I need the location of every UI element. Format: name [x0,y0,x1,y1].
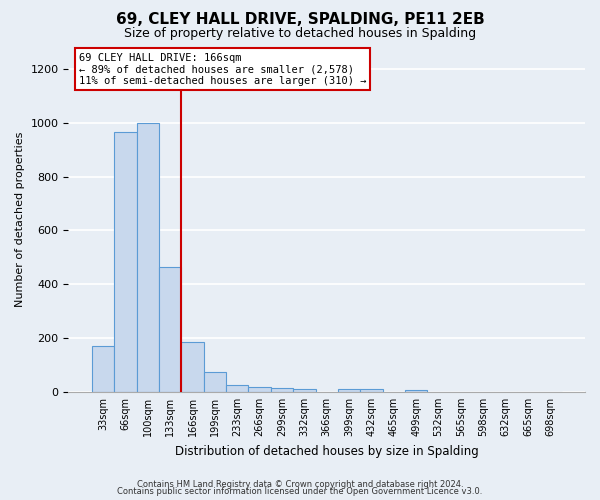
Bar [271,388,293,392]
Text: Size of property relative to detached houses in Spalding: Size of property relative to detached ho… [124,28,476,40]
X-axis label: Distribution of detached houses by size in Spalding: Distribution of detached houses by size … [175,444,479,458]
Bar [92,346,114,392]
Bar [293,388,316,392]
Bar [338,389,360,392]
Text: 69 CLEY HALL DRIVE: 166sqm
← 89% of detached houses are smaller (2,578)
11% of s: 69 CLEY HALL DRIVE: 166sqm ← 89% of deta… [79,52,366,86]
Bar [114,132,137,392]
Y-axis label: Number of detached properties: Number of detached properties [15,132,25,308]
Bar [204,372,226,392]
Bar [159,267,181,392]
Bar [405,390,427,392]
Text: Contains public sector information licensed under the Open Government Licence v3: Contains public sector information licen… [118,487,482,496]
Bar [137,123,159,392]
Text: 69, CLEY HALL DRIVE, SPALDING, PE11 2EB: 69, CLEY HALL DRIVE, SPALDING, PE11 2EB [116,12,484,28]
Bar [181,342,204,392]
Bar [226,385,248,392]
Bar [360,389,383,392]
Bar [248,387,271,392]
Text: Contains HM Land Registry data © Crown copyright and database right 2024.: Contains HM Land Registry data © Crown c… [137,480,463,489]
